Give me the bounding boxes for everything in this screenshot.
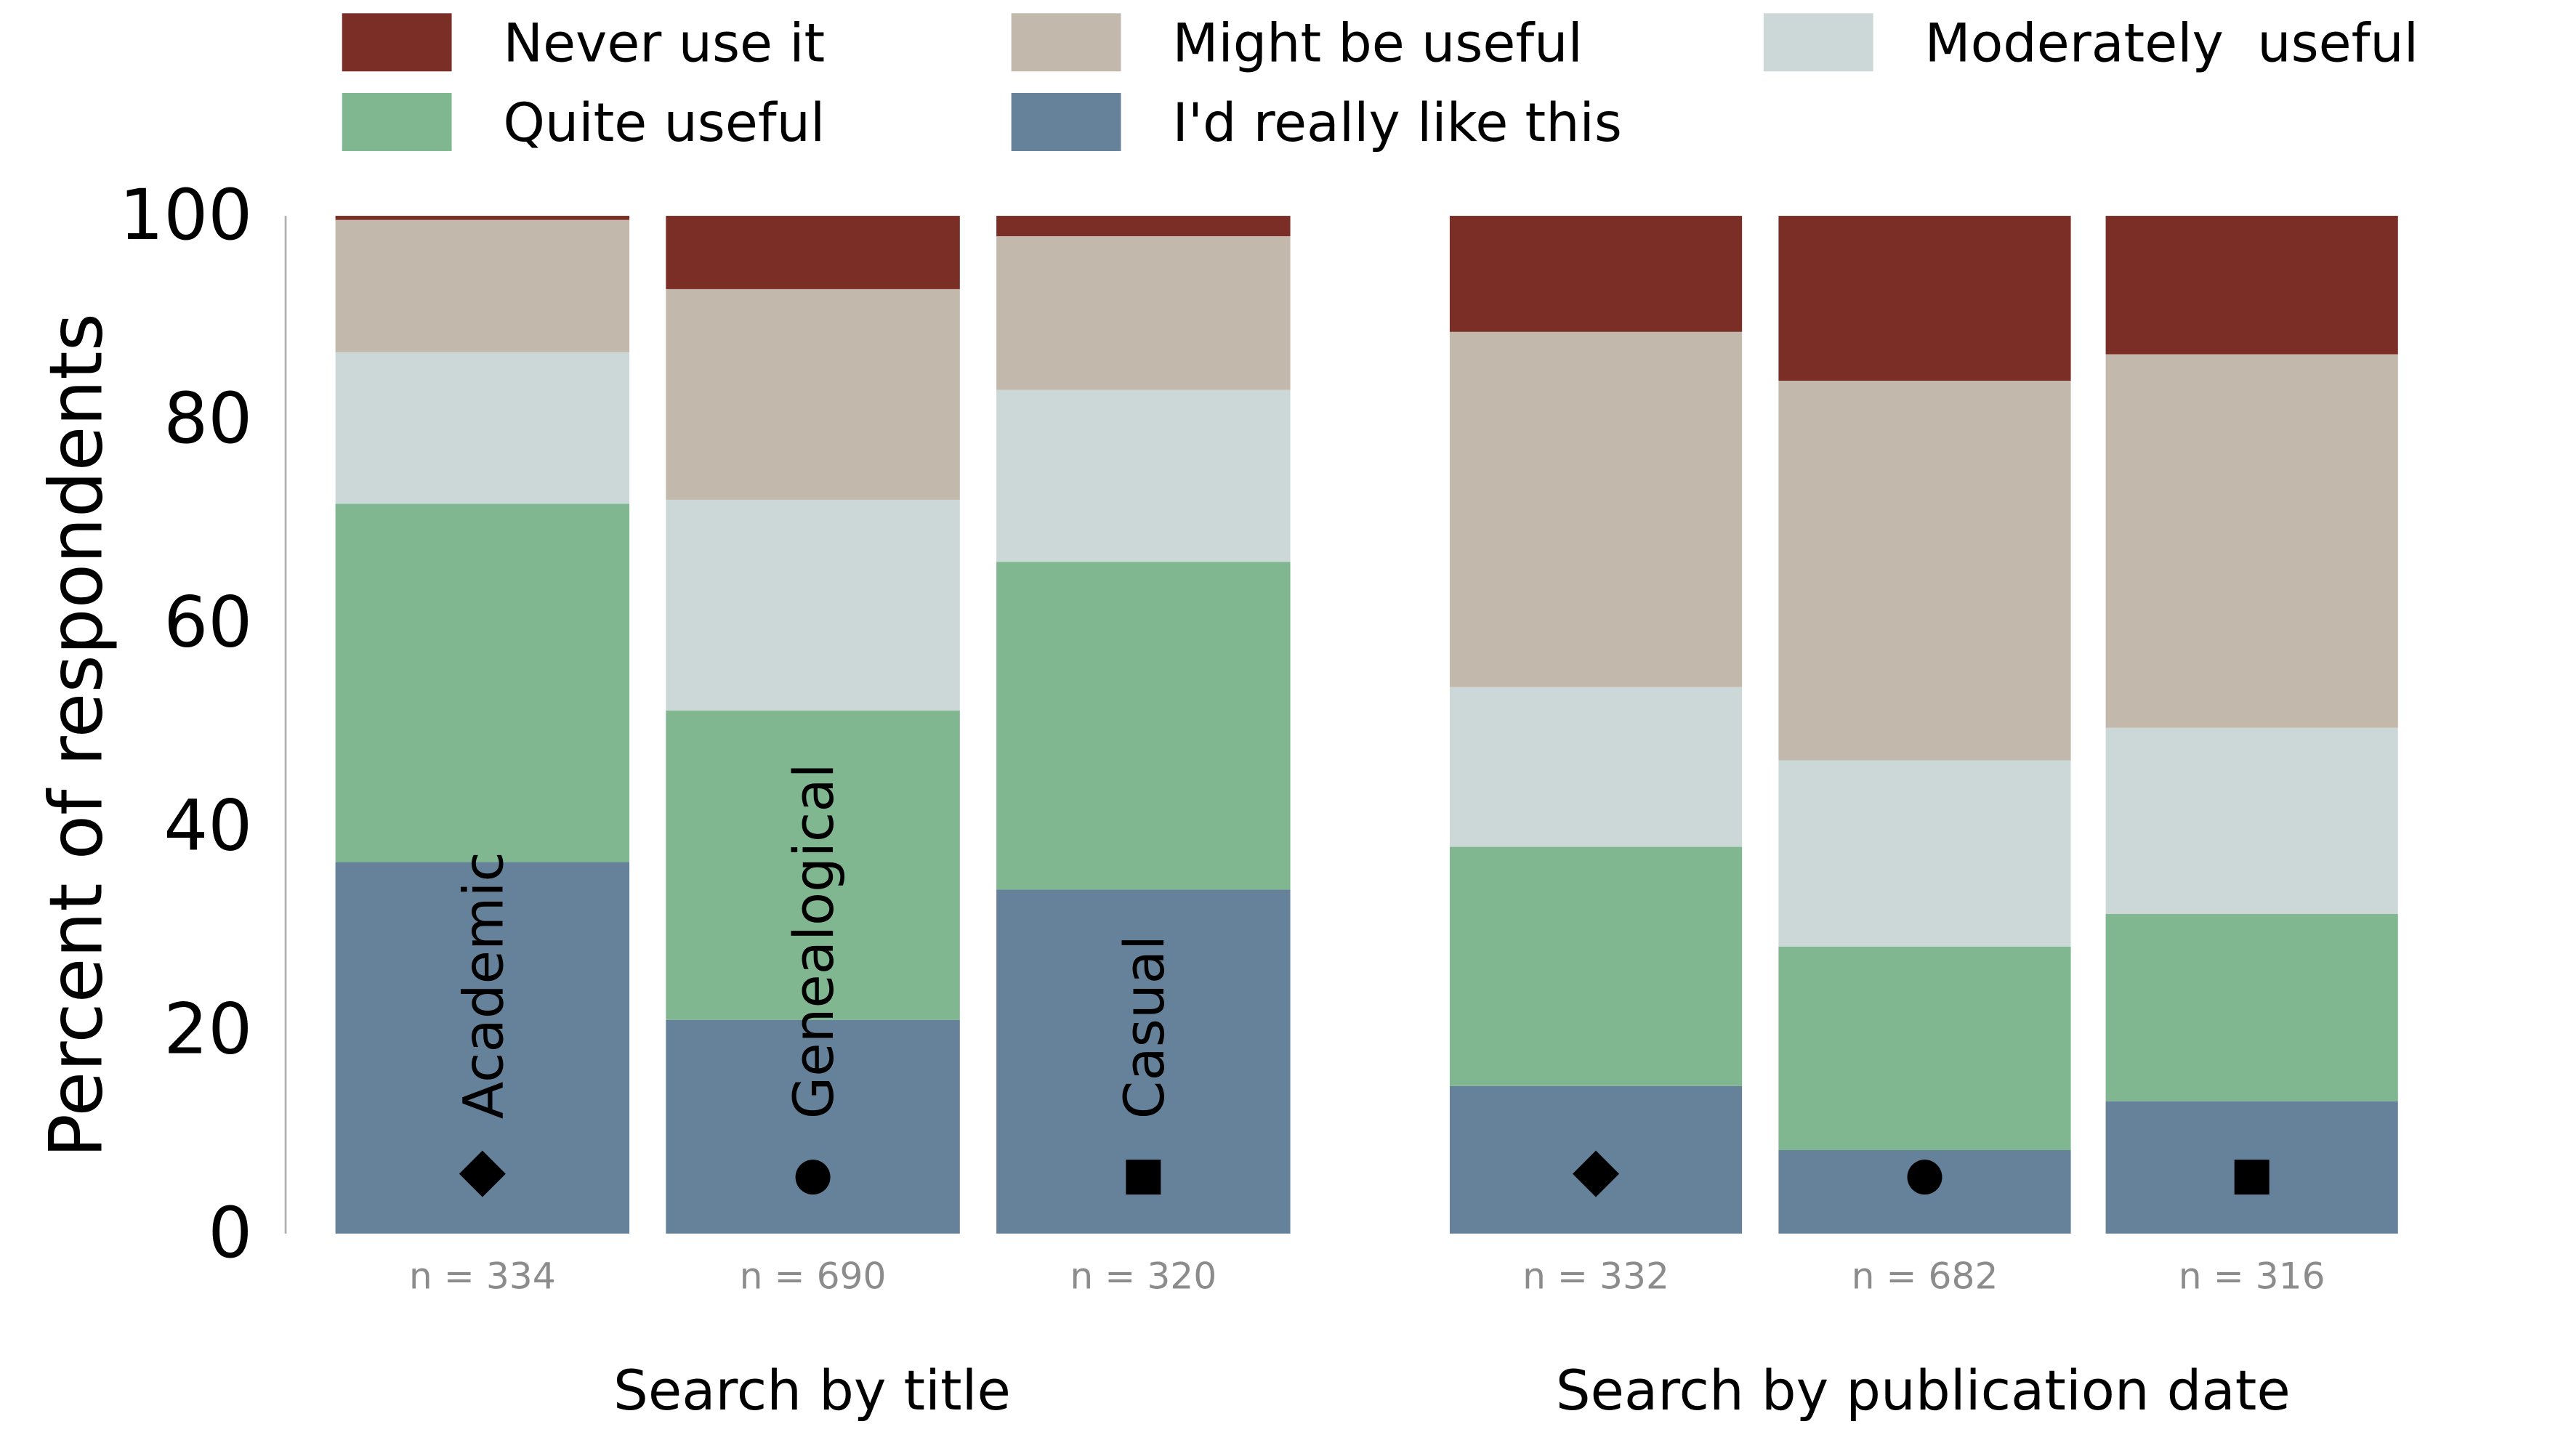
group-label: Search by publication date — [1556, 1359, 2291, 1423]
group-label: Search by title — [613, 1359, 1011, 1423]
y-tick-label: 0 — [208, 1192, 252, 1274]
circle-marker — [795, 1160, 831, 1195]
category-label: Academic — [451, 852, 515, 1119]
y-tick-label: 100 — [119, 174, 252, 256]
y-tick-label: 80 — [164, 378, 252, 459]
bar-segment — [996, 216, 1291, 237]
legend-label: Might be useful — [1172, 13, 1582, 75]
legend-swatch — [342, 92, 452, 151]
bar-segment — [1778, 760, 2071, 947]
circle-marker — [1907, 1160, 1942, 1195]
bar-segment — [666, 288, 960, 500]
legend-label: Never use it — [503, 13, 825, 75]
bar-segment — [1778, 381, 2071, 761]
bar-segment — [1449, 216, 1743, 332]
square-marker — [1126, 1160, 1161, 1195]
legend-swatch — [1011, 92, 1121, 151]
legend-swatch — [1011, 13, 1121, 72]
bar-segment — [1778, 946, 2071, 1151]
bar-segment — [666, 216, 960, 289]
bar-segment — [1449, 846, 1743, 1086]
diamond-marker — [1573, 1150, 1620, 1197]
bar-segment — [335, 216, 630, 220]
plot-area: Academic Genealogical Casual — [335, 216, 2398, 1234]
bar-segment — [996, 236, 1291, 390]
bar-segment — [666, 1019, 960, 1234]
sample-size-label: n = 682 — [1852, 1254, 1998, 1297]
sample-size-label: n = 332 — [1522, 1254, 1669, 1297]
y-tick-label: 40 — [164, 785, 252, 867]
group-labels: n = 334 n = 690 n = 320 Search by title n = … — [409, 1254, 2325, 1423]
bar-segment — [335, 503, 630, 862]
bar-segment — [1778, 216, 2071, 381]
y-tick-label: 60 — [164, 581, 252, 663]
bar-segment — [335, 219, 630, 352]
legend-label: I'd really like this — [1172, 92, 1622, 154]
bar-segment — [2105, 914, 2398, 1101]
bar-segment — [335, 352, 630, 504]
bar-segment — [996, 389, 1291, 562]
bar-segment — [2105, 727, 2398, 915]
bar-segment — [666, 499, 960, 711]
sample-size-label: n = 334 — [409, 1254, 556, 1297]
legend-label: Moderately useful — [1925, 13, 2419, 75]
y-tick-label: 20 — [164, 989, 252, 1070]
bar-segment — [666, 710, 960, 1020]
legend-swatch — [1763, 13, 1873, 72]
bar-segment — [2105, 216, 2398, 355]
diamond-marker — [459, 1150, 506, 1197]
legend-label: Quite useful — [503, 92, 825, 154]
sample-size-label: n = 690 — [740, 1254, 887, 1297]
category-label: Genealogical — [782, 763, 846, 1119]
category-label: Casual — [1113, 935, 1177, 1119]
legend-swatch — [342, 13, 452, 72]
sample-size-label: n = 316 — [2179, 1254, 2325, 1297]
bar-segment — [1449, 331, 1743, 687]
y-axis-title: Percent of respondents — [33, 313, 118, 1158]
bar-segment — [996, 562, 1291, 890]
sample-size-label: n = 320 — [1070, 1254, 1217, 1297]
square-marker — [2234, 1160, 2270, 1195]
bar-segment — [1449, 687, 1743, 847]
legend: Never use it Might be useful Moderately us… — [342, 13, 2419, 154]
bar-segment — [2105, 354, 2398, 728]
